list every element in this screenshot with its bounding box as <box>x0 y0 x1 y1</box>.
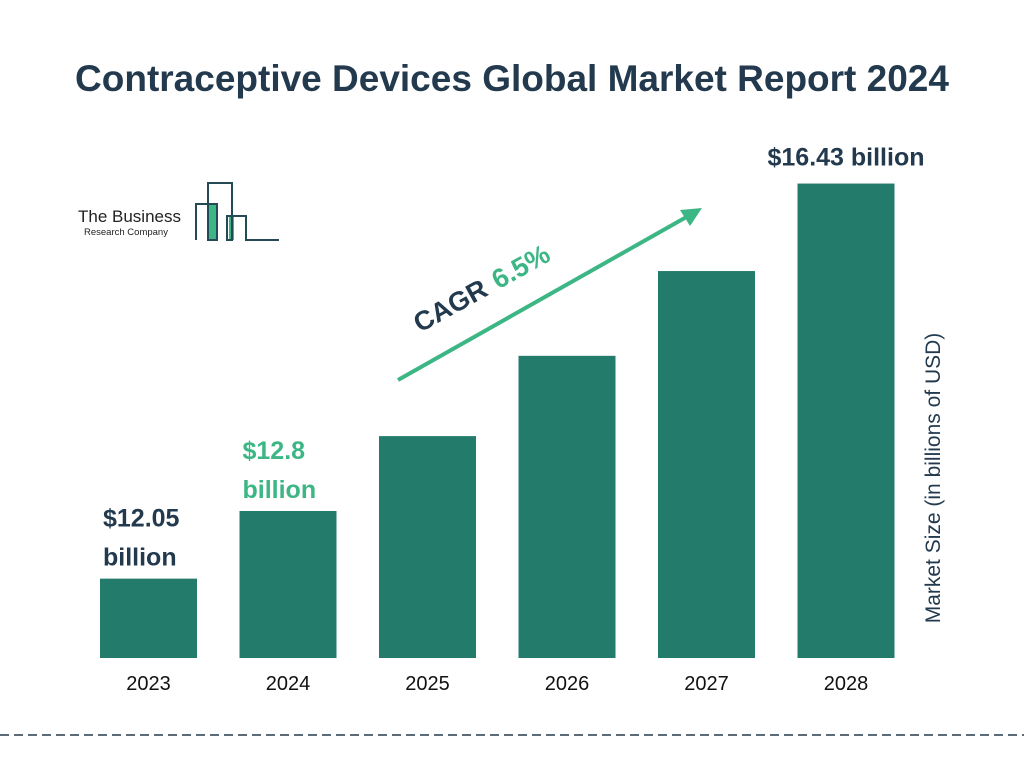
x-tick-label: 2024 <box>266 673 311 695</box>
data-label: billion <box>103 544 177 572</box>
x-tick-label: 2026 <box>545 673 590 695</box>
svg-text:CAGR6.5%: CAGR6.5% <box>408 239 555 338</box>
data-label: $12.05 <box>103 505 180 533</box>
cagr-value: 6.5% <box>487 239 555 295</box>
arrow-head-icon <box>680 208 702 226</box>
data-label: $12.8 <box>243 437 306 465</box>
data-label: $16.43 billion <box>767 144 924 172</box>
logo-line2: Research Company <box>84 227 168 238</box>
bar-2023 <box>100 578 197 658</box>
bar-2025 <box>379 436 476 658</box>
bar-2027 <box>658 271 755 658</box>
data-label: billion <box>243 476 317 504</box>
x-tick-label: 2027 <box>684 673 729 695</box>
bar-2028 <box>797 183 895 658</box>
chart-title: Contraceptive Devices Global Market Repo… <box>75 58 949 99</box>
x-tick-label: 2028 <box>824 673 869 695</box>
cagr-annotation: CAGR6.5% <box>397 208 702 382</box>
bar-2024 <box>239 510 337 658</box>
logo: The Business Research Company <box>78 182 279 241</box>
logo-line1: The Business <box>78 207 181 226</box>
y-axis-label: Market Size (in billions of USD) <box>922 333 945 624</box>
x-tick-label: 2025 <box>405 673 450 695</box>
cagr-label: CAGR <box>408 273 492 338</box>
x-tick-label: 2023 <box>126 673 171 695</box>
bar-2026 <box>518 355 616 658</box>
